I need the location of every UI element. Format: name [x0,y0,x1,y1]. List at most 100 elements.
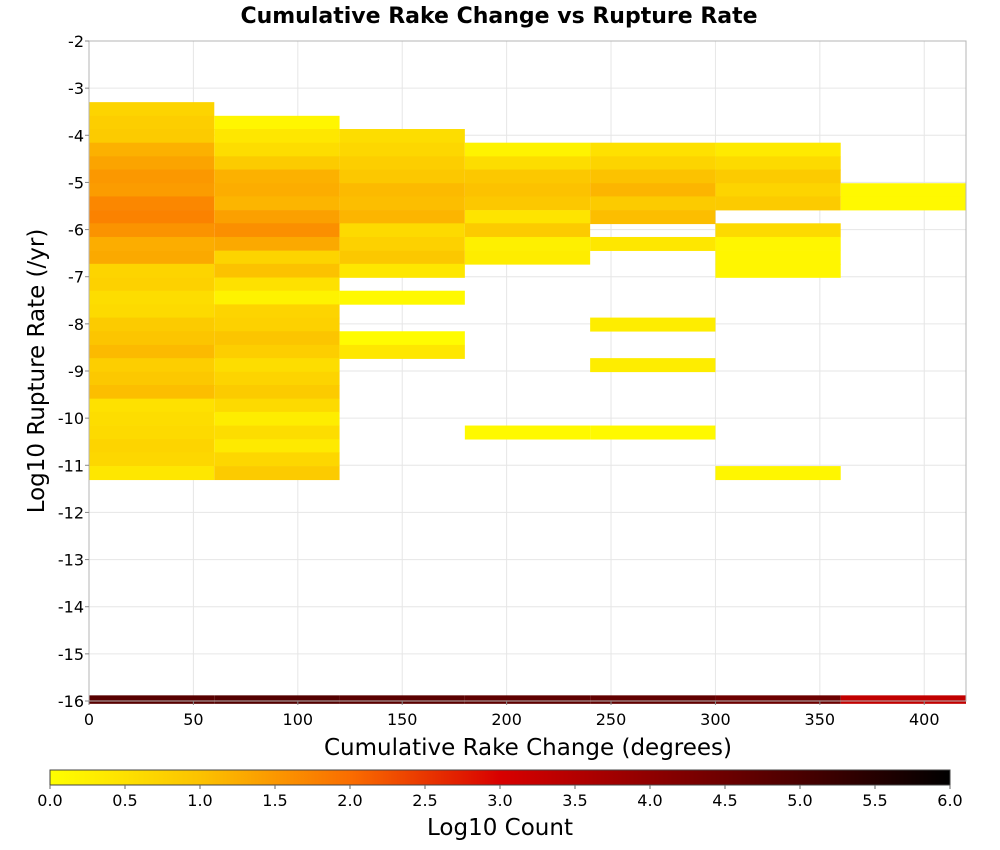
heatmap-cell [89,695,215,704]
heatmap-cell [464,196,591,211]
heatmap-cell [214,223,340,238]
heatmap-cell [339,210,465,225]
heatmap-cell [214,452,340,467]
heatmap-cell [715,183,841,198]
heatmap-cell [339,183,465,198]
heatmap-cell [89,425,215,440]
colorbar-tick-label: 1.0 [187,791,212,810]
heatmap-cell [214,439,340,454]
heatmap-cell [715,142,841,157]
heatmap-cell [339,290,465,305]
heatmap-cell [214,371,340,386]
y-tick-label: -13 [58,551,84,570]
x-tick-label: 0 [84,710,94,729]
chart-title: Cumulative Rake Change vs Rupture Rate [240,4,757,29]
heatmap-cell [590,425,716,440]
heatmap-cell [89,263,215,278]
heatmap-cell [464,223,591,238]
heatmap-cell [339,142,465,157]
colorbar-tick-label: 2.0 [337,791,362,810]
colorbar-tick-label: 0.0 [37,791,62,810]
y-tick-label: -2 [68,32,84,51]
heatmap-cell [89,129,215,143]
colorbar-ticks: 0.0 0.5 1.0 1.5 2.0 2.5 3.0 3.5 4.0 4.5 5.0 5.5 6.0 [37,785,963,810]
heatmap-cell [590,183,716,198]
heatmap-cell [464,250,591,265]
heatmap-cell [214,115,340,130]
heatmap-cell [715,169,841,184]
heatmap-cell [214,466,340,481]
heatmap-cell [89,452,215,467]
colorbar-tick-label: 4.5 [712,791,737,810]
y-axis-ticks: -2 -3 -4 -5 -6 -7 -8 -9 -10 -11 -12 -13 -14 -15 -16 [58,32,89,711]
heatmap-cell [339,129,465,143]
x-tick-label: 50 [183,710,203,729]
x-tick-label: 200 [491,710,522,729]
colorbar-tick-label: 5.5 [862,791,887,810]
y-tick-label: -9 [68,362,84,381]
colorbar-tick-label: 1.5 [262,791,287,810]
heatmap-cell [339,196,465,211]
colorbar-tick-label: 4.0 [637,791,662,810]
heatmap-cell [214,250,340,265]
x-tick-label: 400 [909,710,940,729]
x-tick-label: 100 [283,710,314,729]
y-tick-label: -4 [68,126,84,145]
y-axis-label: Log10 Rupture Rate (/yr) [24,229,50,514]
y-tick-label: -16 [58,692,84,711]
heatmap-cell [89,317,215,332]
heatmap-cell [89,371,215,386]
heatmap-cell [464,695,591,704]
heatmap-cell [590,210,716,225]
heatmap-cell [339,169,465,184]
heatmap-cell [214,331,340,346]
heatmap-cell [214,344,340,359]
heatmap-cell [89,331,215,346]
x-tick-label: 300 [700,710,731,729]
x-axis-label: Cumulative Rake Change (degrees) [324,735,732,761]
heatmap-cell [214,304,340,319]
heatmap-cell [89,290,215,305]
heatmap-cell [214,425,340,440]
heatmap-cell [214,385,340,399]
heatmap-cell [715,263,841,278]
heatmap-cell [339,250,465,265]
heatmap-cell [214,277,340,292]
heatmap-cell [89,115,215,130]
heatmap-cell [590,236,716,251]
y-tick-label: -6 [68,221,84,240]
heatmap-cell [89,344,215,359]
heatmap-cell [89,102,215,117]
heatmap-cell [214,156,340,171]
y-tick-label: -15 [58,645,84,664]
x-axis-ticks: 0 50 100 150 200 250 300 350 400 [84,701,940,729]
y-tick-label: -5 [68,173,84,192]
heatmap-cell [214,183,340,198]
heatmap-cell [464,236,591,251]
heatmap-cell [339,236,465,251]
x-tick-label: 350 [805,710,836,729]
heatmap-cell [464,210,591,225]
heatmap-cell [840,695,966,704]
y-tick-label: -8 [68,315,84,334]
heatmap-cell [214,196,340,211]
y-tick-label: -10 [58,409,84,428]
heatmap-cell [339,344,465,359]
heatmap-cell [339,263,465,278]
heatmap-cell [840,196,966,211]
heatmap-cell [89,304,215,319]
heatmap-cell [590,317,716,332]
y-tick-label: -14 [58,598,84,617]
heatmap-cell [715,466,841,481]
heatmap-cell [590,142,716,157]
x-tick-label: 150 [387,710,418,729]
heatmap-cell [89,277,215,292]
heatmap-cell [89,250,215,265]
heatmap-cell [590,156,716,171]
heatmap-cell [214,411,340,426]
heatmap-cell [464,169,591,184]
heatmap-cell [89,196,215,211]
heatmap-cell [89,142,215,157]
heatmap-cell [339,331,465,346]
